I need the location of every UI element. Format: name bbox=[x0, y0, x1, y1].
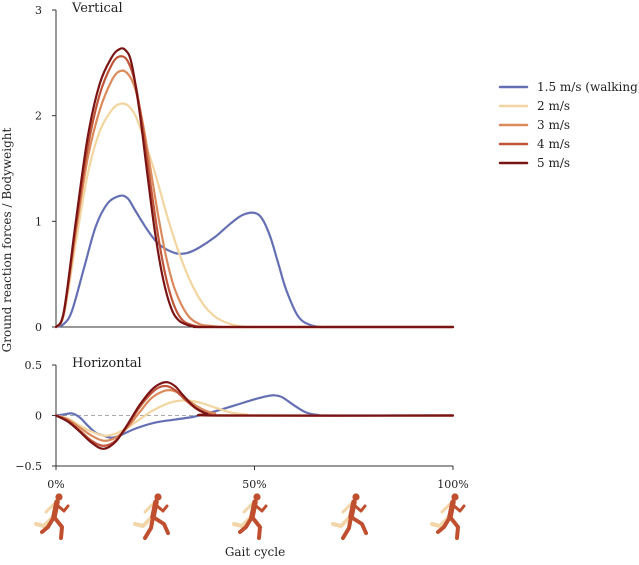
vertical-y-tick-label: 1 bbox=[35, 215, 42, 228]
legend-label: 2 m/s bbox=[537, 99, 570, 113]
runner-icon bbox=[34, 493, 70, 540]
legend-label: 3 m/s bbox=[537, 118, 570, 132]
vertical-series-line-5 bbox=[54, 47, 455, 329]
vertical-series-line-4 bbox=[54, 55, 455, 329]
vertical-series-line-1 bbox=[54, 194, 455, 329]
horizontal-y-tick-label: 0.5 bbox=[25, 359, 43, 372]
x-tick-label: 50% bbox=[242, 478, 266, 491]
vertical-panel: 0 1 2 3 Vertical bbox=[35, 1, 455, 334]
horizontal-y-tick-label: −0.5 bbox=[15, 460, 42, 473]
x-tick-label: 0% bbox=[47, 478, 64, 491]
horizontal-series-line-1 bbox=[54, 394, 455, 439]
y-axis-label: Ground reaction forces / Bodyweight bbox=[0, 128, 14, 353]
runner-icon bbox=[331, 493, 368, 540]
horizontal-series-line-5 bbox=[54, 381, 455, 450]
runner-icon bbox=[430, 493, 466, 540]
horizontal-panel: −0.5 0 0.5 Horizontal bbox=[15, 356, 455, 473]
x-tick-label: 100% bbox=[437, 478, 468, 491]
horizontal-panel-title: Horizontal bbox=[72, 356, 142, 371]
x-axis: 0% 50% 100% bbox=[47, 466, 469, 491]
vertical-series-line-2 bbox=[54, 102, 455, 329]
x-axis-label: Gait cycle bbox=[225, 545, 285, 559]
runner-figures bbox=[34, 493, 466, 540]
vertical-y-tick-label: 2 bbox=[35, 110, 42, 123]
horizontal-series-line-3 bbox=[54, 388, 455, 442]
legend-label: 5 m/s bbox=[537, 156, 570, 170]
vertical-panel-title: Vertical bbox=[71, 1, 123, 16]
legend-label: 4 m/s bbox=[537, 137, 570, 151]
legend: 1.5 m/s (walking) 2 m/s 3 m/s 4 m/s 5 m/s bbox=[498, 80, 639, 170]
horizontal-series-line-2 bbox=[54, 399, 455, 437]
horizontal-y-tick-label: 0 bbox=[35, 410, 42, 423]
runner-icon bbox=[232, 493, 268, 540]
vertical-series-line-3 bbox=[54, 69, 455, 329]
vertical-y-tick-label: 0 bbox=[35, 321, 42, 334]
legend-label: 1.5 m/s (walking) bbox=[537, 80, 639, 94]
vertical-y-tick-label: 3 bbox=[35, 4, 42, 17]
runner-icon bbox=[133, 493, 170, 540]
